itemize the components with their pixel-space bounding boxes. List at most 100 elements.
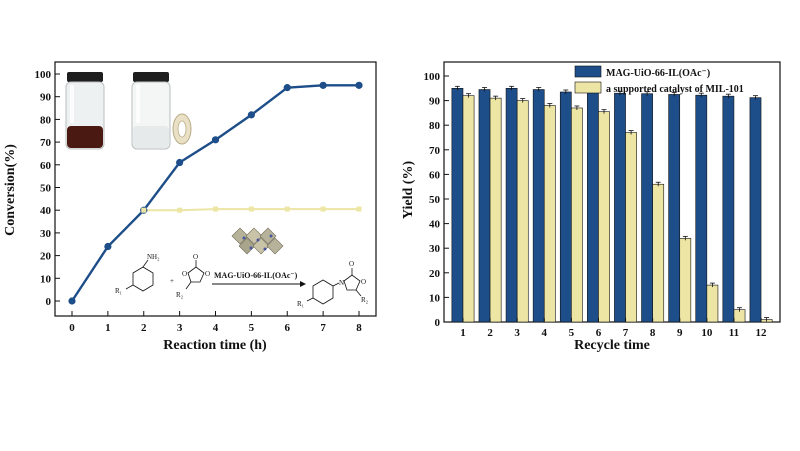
reaction-arrow-head: [300, 281, 306, 287]
amine-group-label: NH₂: [147, 253, 160, 261]
left-y-tick-label: 80: [40, 114, 52, 126]
bar-mag-uio: [559, 91, 572, 323]
product-ring-o-label: O: [361, 278, 366, 286]
series-line-1: [70, 84, 359, 302]
series-1-point: [68, 297, 76, 305]
right-x-tick-label: 12: [756, 327, 768, 339]
left-x-axis-title: Reaction time (h): [163, 338, 267, 353]
bar-mil-101: [679, 238, 692, 323]
left-x-tick-label: 7: [320, 322, 326, 334]
bar-mag-uio: [614, 92, 626, 323]
left-x-tick-label: 6: [285, 322, 291, 334]
left-x-ticks: 0 1 2 3 4 5 6 7 8: [69, 311, 362, 334]
right-x-ticks: 1 2 3 4 5 6 7 8 9 10 11 12: [460, 318, 767, 339]
series-2-point: [177, 207, 183, 213]
series-2-point: [213, 206, 218, 212]
left-y-tick-label: 60: [40, 160, 52, 172]
oxazolidinone-structure: R₁ N O O R₂: [297, 260, 369, 308]
conversion-line-chart: 0 10 20 30 40 50 60 70 80 90 100 0 1 2 3 4 5 6 7 8: [3, 61, 377, 353]
left-y-tick-label: 90: [40, 92, 52, 104]
series-1-point: [247, 111, 255, 119]
left-y-axis-title: Conversion(%): [3, 144, 18, 236]
ring-n-label: N: [339, 279, 344, 287]
left-y-tick-label: 100: [35, 69, 52, 81]
right-y-tick-label: 50: [429, 194, 441, 206]
r2-label: R₂: [176, 291, 184, 299]
bar-mag-uio: [668, 94, 681, 323]
bar-mag-uio: [478, 89, 491, 323]
legend: MAG-UiO-66-IL(OAc⁻) a supported catalyst…: [574, 65, 744, 95]
product-r2-label: R₂: [361, 296, 369, 304]
series-1-point: [283, 84, 291, 92]
left-x-tick-label: 8: [356, 322, 362, 334]
dark-vial-image: [65, 72, 105, 150]
left-y-ticks: 0 10 20 30 40 50 60 70 80 90 100: [35, 69, 60, 308]
legend-swatch-mil: [574, 81, 602, 94]
left-y-tick-label: 50: [40, 183, 52, 195]
series-2-point: [356, 206, 362, 212]
reaction-scheme: NH₂ R₁ + O O O R₂ MAG-UiO-66-IL(OAc⁻): [115, 227, 369, 308]
series-2-point: [284, 206, 290, 212]
legend-label-mag: MAG-UiO-66-IL(OAc⁻): [606, 68, 710, 79]
bar-mag-uio: [451, 88, 464, 323]
right-y-tick-label: 0: [435, 317, 441, 329]
carbonyl-o-label: O: [193, 253, 198, 261]
carbonate-structure: O O O R₂: [176, 253, 210, 299]
right-x-tick-label: 4: [542, 327, 548, 339]
right-y-tick-label: 20: [429, 268, 441, 280]
left-x-tick-label: 3: [177, 322, 183, 334]
series-2-point: [320, 206, 326, 212]
right-x-tick-label: 11: [729, 327, 739, 339]
bar-mag-uio: [749, 97, 762, 323]
series-1-point: [319, 81, 327, 89]
ring-o-right-label: O: [205, 270, 210, 278]
left-series-points: [68, 81, 363, 305]
bar-mil-101: [489, 97, 502, 323]
clear-vial-image: [131, 72, 171, 150]
bar-mil-101: [516, 100, 529, 323]
right-x-tick-label: 7: [623, 327, 629, 339]
bar-mil-101: [571, 107, 583, 323]
left-x-tick-label: 5: [249, 322, 255, 334]
bar-mil-101: [652, 183, 665, 323]
bar-mil-101: [706, 284, 719, 323]
right-x-tick-label: 3: [514, 327, 520, 339]
left-y-tick-label: 30: [40, 228, 52, 240]
bar-mag-uio: [505, 88, 518, 323]
product-r1-label: R₁: [297, 300, 304, 308]
left-y-tick-label: 0: [46, 296, 52, 308]
series-2-point: [248, 206, 254, 212]
bar-mag-uio: [587, 90, 599, 323]
catalyst-crystals-image: [231, 227, 284, 255]
catalyst-label: MAG-UiO-66-IL(OAc⁻): [214, 271, 298, 280]
plus-sign: +: [170, 277, 174, 285]
r1-label: R₁: [115, 287, 122, 295]
right-x-tick-label: 5: [569, 327, 575, 339]
right-x-tick-label: 1: [460, 327, 466, 339]
left-x-tick-label: 2: [141, 322, 147, 334]
series-1-point: [176, 158, 184, 167]
series-1-point: [104, 242, 112, 251]
right-x-tick-label: 2: [487, 327, 493, 339]
right-y-tick-label: 40: [429, 219, 441, 231]
left-y-tick-label: 40: [40, 205, 52, 217]
legend-swatch-mag: [574, 65, 602, 78]
left-y-tick-label: 10: [40, 273, 52, 285]
right-x-tick-label: 9: [677, 327, 683, 339]
left-x-tick-label: 4: [213, 322, 219, 334]
right-y-tick-label: 80: [429, 120, 441, 132]
product-carbonyl-o-label: O: [349, 260, 354, 268]
bar-mag-uio: [695, 94, 708, 323]
bar-mag-uio: [641, 93, 653, 323]
bar-mil-101: [543, 105, 556, 323]
bar-mil-101: [625, 132, 637, 323]
right-y-tick-label: 100: [424, 71, 441, 83]
ring-o-left-label: O: [182, 270, 187, 278]
left-y-tick-label: 70: [40, 137, 52, 149]
right-y-ticks: 0 10 20 30 40 50 60 70 80 90 100: [424, 71, 449, 329]
bar-mil-101: [598, 111, 610, 323]
right-y-tick-label: 30: [429, 243, 441, 255]
right-y-tick-label: 10: [429, 292, 441, 304]
